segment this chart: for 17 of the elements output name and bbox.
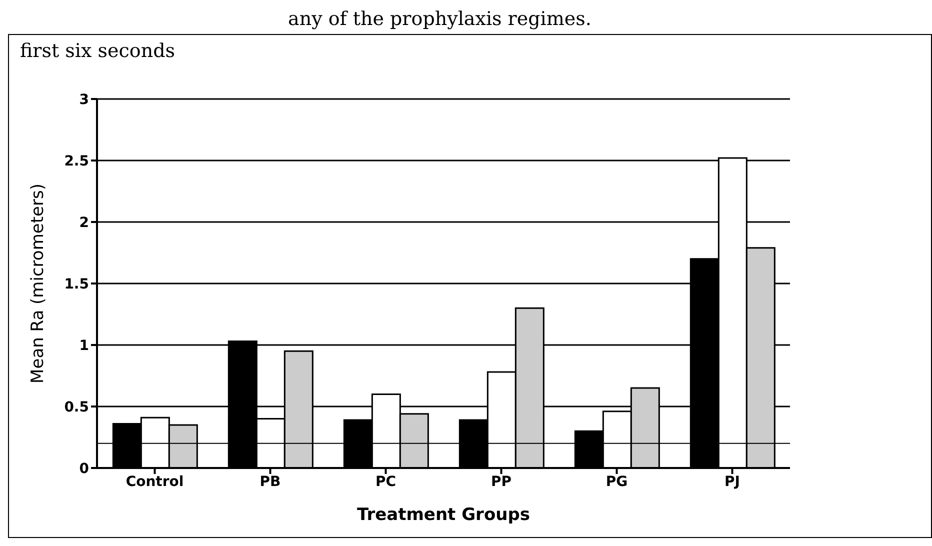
y-tick-label: 0.5 (64, 399, 89, 416)
x-tick-label: PC (375, 474, 396, 490)
x-tick-label: Control (126, 474, 184, 490)
text: any of the prophylaxis regimes. (288, 8, 592, 30)
x-tick-label: PG (606, 474, 628, 490)
y-tick-label: 3 (79, 92, 89, 108)
text: first six seconds (20, 40, 175, 62)
y-tick-label: 0 (79, 460, 90, 477)
y-axis-title: Mean Ra (micrometers) (28, 184, 48, 384)
y-tick-label: 2 (79, 214, 89, 231)
x-tick-label: PJ (724, 474, 740, 490)
x-tick-label: PP (490, 474, 512, 490)
x-tick-label: PB (260, 474, 281, 490)
y-tick-label: 1.5 (64, 276, 89, 292)
y-tick-label: 2.5 (64, 153, 89, 170)
x-axis-title: Treatment Groups (356, 505, 530, 525)
y-tick-label: 1 (79, 338, 89, 354)
